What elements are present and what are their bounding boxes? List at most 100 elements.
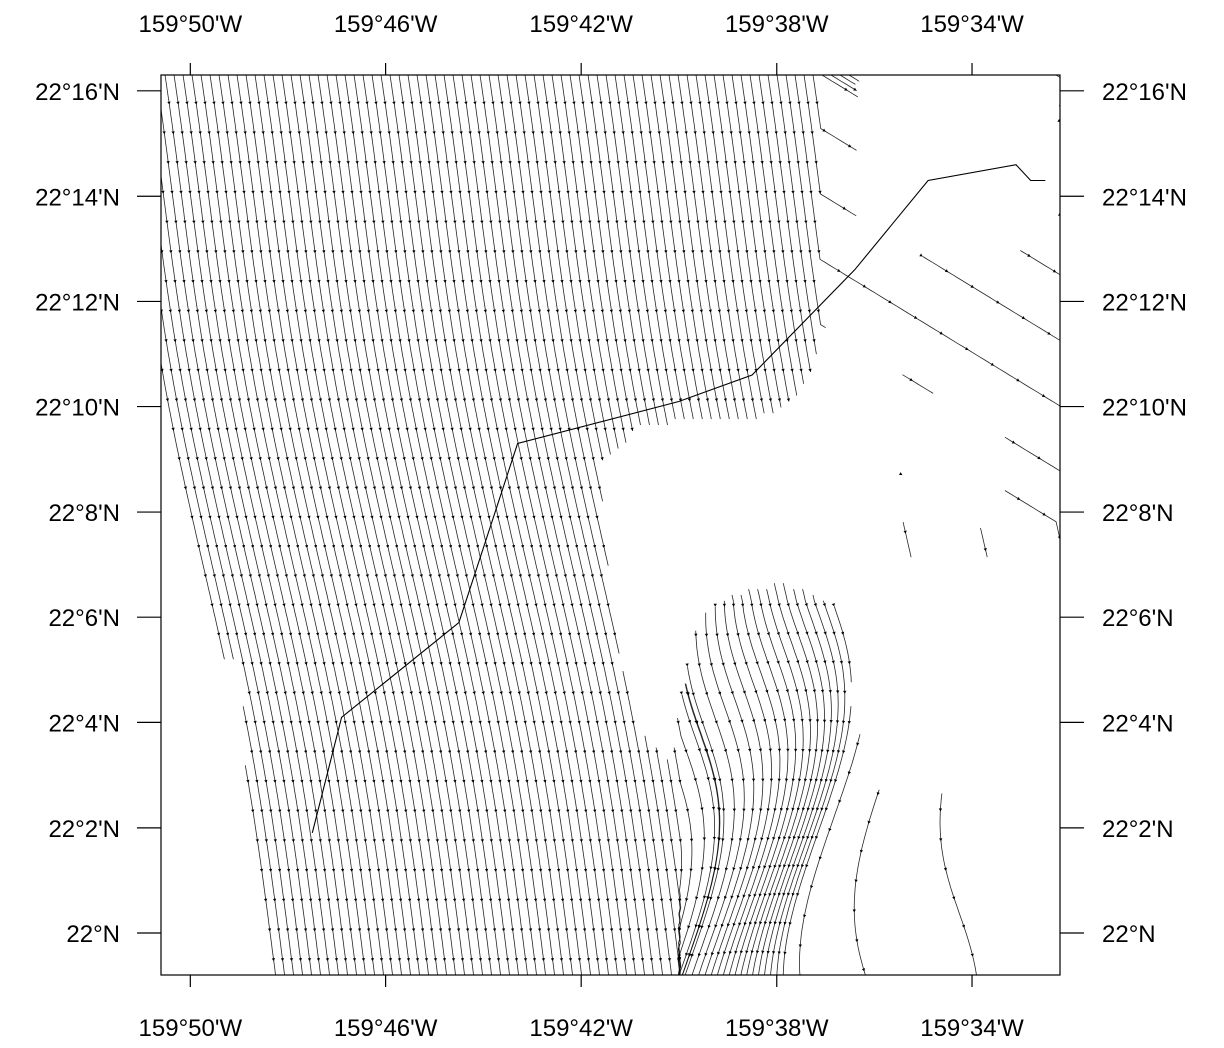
flow-arrow	[708, 309, 712, 313]
flow-arrow	[574, 368, 578, 372]
flow-arrow	[348, 928, 353, 932]
flow-arrow	[373, 160, 377, 165]
flow-arrow	[229, 160, 233, 165]
flow-arrow	[396, 632, 401, 636]
flow-arrow	[490, 691, 494, 695]
flow-arrow	[571, 160, 575, 165]
flow-arrow	[695, 896, 699, 900]
flow-arrow	[792, 718, 796, 722]
flow-arrow	[343, 515, 347, 519]
flow-arrow	[837, 268, 841, 272]
flow-arrow	[592, 250, 596, 254]
flow-arrow	[619, 750, 623, 754]
lat-label-left-1: 22°14'N	[35, 184, 120, 211]
flow-arrow	[662, 101, 666, 105]
flow-arrow	[353, 279, 357, 284]
flow-arrow	[192, 398, 196, 402]
flow-arrow	[697, 925, 702, 929]
flow-arrow	[297, 131, 301, 135]
flow-arrow	[606, 779, 610, 784]
streamline-89	[1064, 163, 1100, 185]
flow-arrow	[306, 131, 310, 135]
flow-arrow	[587, 279, 591, 284]
flow-arrow	[373, 691, 377, 695]
flow-arrow	[196, 368, 200, 372]
flow-arrow	[470, 898, 475, 902]
flow-arrow	[320, 574, 324, 578]
flow-arrow	[480, 839, 484, 843]
flow-arrow	[680, 101, 684, 105]
flow-arrow	[689, 868, 693, 872]
flow-arrow	[632, 339, 636, 343]
flow-arrow	[588, 220, 592, 224]
flow-arrow	[193, 160, 197, 165]
flow-arrow	[149, 101, 152, 104]
flow-arrow	[316, 720, 320, 724]
flow-arrow	[468, 632, 473, 636]
flow-arrow	[785, 279, 789, 284]
flow-arrow	[415, 720, 419, 724]
flow-arrow	[308, 339, 312, 343]
flow-arrow	[534, 779, 538, 784]
flow-arrow	[1067, 623, 1070, 626]
flow-arrow	[279, 427, 283, 431]
flow-arrow	[151, 310, 154, 313]
flow-arrow	[416, 339, 420, 343]
flow-arrow	[532, 720, 536, 724]
flow-arrow	[646, 250, 650, 254]
flow-arrow	[724, 867, 729, 871]
flow-arrow	[1067, 410, 1070, 413]
flow-arrow	[560, 898, 565, 902]
flow-arrow	[543, 779, 547, 784]
flow-arrow	[816, 309, 820, 313]
flow-arrow	[290, 898, 295, 902]
streamline-84	[1060, 188, 1101, 213]
flow-arrow	[545, 574, 549, 578]
flow-arrow	[394, 250, 398, 254]
flow-arrow	[555, 457, 559, 461]
flow-arrow	[806, 101, 810, 105]
flow-arrow	[337, 160, 341, 165]
flow-arrow	[597, 220, 601, 224]
flow-arrow	[725, 101, 729, 105]
flow-arrow	[740, 603, 745, 607]
flow-arrow	[504, 131, 508, 135]
flow-arrow	[241, 368, 245, 372]
flow-arrow	[250, 661, 254, 666]
flow-arrow	[717, 309, 721, 313]
flow-arrow	[265, 691, 269, 695]
flow-arrow	[455, 101, 459, 105]
flow-arrow	[379, 958, 384, 962]
flow-arrow	[412, 661, 416, 666]
flow-arrow	[815, 719, 820, 723]
flow-arrow	[177, 457, 181, 461]
flow-arrow	[742, 160, 746, 165]
flow-arrow	[328, 160, 332, 165]
flow-arrow	[168, 309, 172, 313]
flow-arrow	[474, 457, 478, 461]
flow-arrow	[339, 309, 343, 313]
streamline-40	[479, 75, 636, 975]
flow-arrow	[596, 279, 600, 284]
flow-arrow	[287, 809, 291, 813]
flow-arrow	[219, 398, 223, 402]
flow-arrow	[527, 101, 531, 105]
flow-arrow	[745, 950, 749, 954]
flow-arrow	[762, 309, 766, 313]
flow-arrow	[772, 250, 776, 254]
flow-arrow	[358, 368, 362, 372]
flow-arrow	[363, 779, 367, 784]
flow-arrow	[361, 515, 365, 519]
flow-arrow	[506, 279, 510, 284]
flow-arrow	[277, 661, 281, 666]
flow-arrow	[356, 574, 360, 578]
flow-arrow	[333, 427, 337, 431]
flow-arrow	[534, 839, 538, 843]
flow-arrow	[329, 101, 333, 105]
flow-arrow	[394, 868, 399, 872]
flow-arrow	[810, 885, 814, 889]
flow-arrow	[367, 250, 371, 254]
flow-arrow	[490, 160, 494, 165]
streamline-91	[1062, 150, 1103, 175]
